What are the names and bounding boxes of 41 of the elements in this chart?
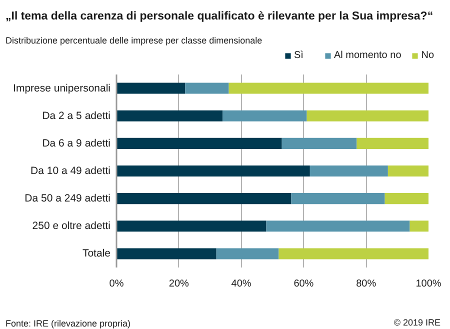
x-tick-label: 20%	[168, 278, 190, 290]
y-tick-label: Da 50 a 249 adetti	[24, 192, 111, 205]
source-note: Fonte: IRE (rilevazione propria)	[6, 318, 131, 328]
bar	[282, 138, 357, 149]
y-tick-label: Da 2 a 5 adetti	[42, 110, 110, 122]
bar	[116, 110, 223, 122]
bar	[310, 165, 388, 177]
y-tick-label: 250 e oltre adetti	[32, 220, 111, 232]
legend-label: No	[421, 50, 436, 61]
legend-label: Sì	[294, 50, 304, 61]
x-tick-label: 100%	[416, 278, 442, 290]
x-tick-label: 40%	[231, 278, 252, 290]
x-tick-label: 80%	[356, 278, 376, 290]
bar	[228, 82, 428, 94]
bar	[384, 193, 428, 204]
legend-label: Al momento no	[334, 50, 402, 61]
chart-subtitle: Distribuzione percentuale delle imprese per classe dimensionale	[6, 36, 262, 46]
bar	[291, 193, 385, 204]
bar	[222, 110, 307, 122]
y-tick-label: Totale	[82, 248, 111, 260]
y-tick-label: Imprese unipersonali	[13, 82, 110, 94]
bar	[306, 110, 428, 122]
chart-title: „Il tema della carenza di personale qualificato è rilevante per la Sua impresa?“	[6, 10, 434, 22]
bar	[116, 165, 310, 177]
y-tick-label: Da 10 a 49 adetti	[30, 165, 111, 177]
bar	[116, 248, 216, 260]
x-tick-label: 0%	[109, 278, 124, 290]
bar	[410, 220, 428, 232]
bar	[356, 138, 428, 149]
bar	[278, 248, 428, 260]
bar	[266, 220, 410, 232]
x-tick-label: 60%	[294, 278, 314, 290]
bar	[185, 82, 229, 94]
text: © 2019 IRE	[394, 318, 441, 328]
bar	[388, 165, 428, 177]
bar	[216, 248, 279, 260]
bar	[116, 220, 266, 232]
bar	[116, 82, 186, 94]
bar	[116, 193, 292, 204]
bar	[116, 138, 282, 149]
y-tick-label: Da 6 a 9 adetti	[42, 137, 110, 150]
